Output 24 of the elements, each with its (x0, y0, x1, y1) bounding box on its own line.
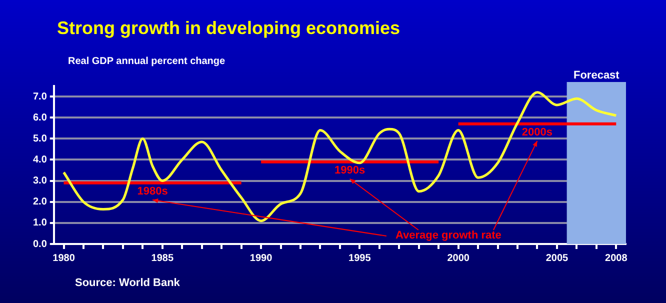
series-label: 2000s (522, 126, 553, 138)
y-tick-label: 6.0 (32, 112, 48, 124)
y-tick-label: 7.0 (32, 91, 48, 102)
chart-title: Strong growth in developing economies (57, 18, 400, 39)
x-tick-label: 2000 (447, 252, 470, 264)
y-tick-label: 2.0 (32, 196, 48, 208)
y-tick-label: 1.0 (32, 218, 48, 229)
line-series (62, 91, 618, 222)
x-tick-label: 1990 (250, 252, 273, 264)
x-tick-label: 1985 (151, 252, 174, 264)
y-tick-label: 5.0 (32, 133, 48, 144)
x-tick-label: 1980 (52, 252, 76, 264)
series-label: 1990s (334, 164, 366, 176)
x-tick-label: 1995 (348, 252, 372, 264)
source-note: Source: World Bank (75, 277, 180, 289)
x-tick-label: 2005 (546, 252, 569, 264)
series-label: 1980s (137, 185, 168, 198)
annotation: Average growth rate (395, 230, 502, 242)
y-tick-label: 4.0 (32, 154, 48, 166)
y-tick-label: 0.0 (32, 238, 48, 250)
chart-subtitle: Real GDP annual percent change (68, 56, 226, 67)
x-tick-label: 2008 (605, 252, 628, 264)
band-label: Forecast (573, 70, 620, 82)
y-tick-label: 3.0 (32, 176, 48, 187)
